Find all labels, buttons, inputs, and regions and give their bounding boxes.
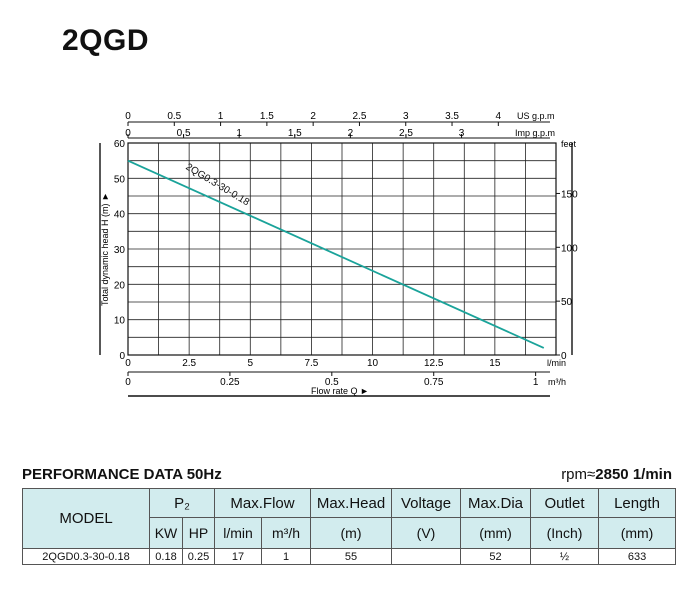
y-tick-label: 50: [114, 174, 126, 185]
header-length: Length: [598, 488, 677, 518]
y-tick-label: 20: [114, 280, 126, 291]
x-tick-label-lmin: 7.5: [304, 358, 318, 369]
header-model: MODEL: [22, 488, 150, 549]
plot-frame: [127, 142, 557, 356]
subheader-dia-unit: (mm): [460, 517, 532, 549]
series-line: [127, 159, 545, 349]
x-tick-label-m3h: 0.25: [220, 377, 240, 388]
rpm-prefix: rpm≈: [561, 466, 596, 483]
subheader-hp: HP: [181, 517, 216, 549]
subheader-m3h: m³/h: [261, 517, 312, 549]
imp-gpm-unit: Imp g.p.m: [515, 128, 555, 138]
y-tick-label: 10: [114, 316, 126, 327]
subheader-length-unit: (mm): [598, 517, 677, 549]
feet-unit-label: feet: [561, 139, 577, 149]
imp-gpm-tick-label: 1: [236, 128, 242, 139]
us-gpm-tick-label: 2.5: [352, 111, 366, 122]
y-axis-label: Total dynamic head H (m) ►: [100, 192, 110, 306]
imp-gpm-tick-label: 2: [348, 128, 354, 139]
cell-voltage: [391, 548, 462, 565]
header-voltage: Voltage: [391, 488, 462, 518]
cell-outlet: ½: [530, 548, 600, 565]
imp-gpm-tick-label: 0.5: [177, 128, 191, 139]
subheader-head-unit: (m): [310, 517, 393, 549]
cell-model: 2QGD0.3-30-0.18: [22, 548, 150, 565]
us-gpm-unit: US g.p.m: [517, 111, 555, 121]
feet-tick-label: 50: [561, 297, 573, 308]
x-tick-label-m3h: 1: [533, 377, 539, 388]
cell-lmin: 17: [214, 548, 263, 565]
x-tick-label-m3h: 0: [125, 377, 131, 388]
performance-table: MODEL P₂ Max.Flow Max.Head Voltage Max.D…: [22, 488, 677, 565]
x-axis-label: Flow rate Q ►: [311, 386, 369, 396]
cell-dia: 52: [460, 548, 532, 565]
rpm-value: 2850: [595, 466, 629, 483]
subheader-voltage-unit: (V): [391, 517, 462, 549]
us-gpm-tick-label: 4: [496, 111, 502, 122]
cell-m3h: 1: [261, 548, 312, 565]
header-p2: P₂: [148, 488, 216, 518]
x-tick-label-m3h: 0.75: [424, 377, 444, 388]
us-gpm-tick-label: 0.5: [167, 111, 181, 122]
x-tick-label-lmin: 2.5: [182, 358, 196, 369]
us-gpm-tick-label: 0: [125, 111, 131, 122]
subheader-outlet-unit: (Inch): [530, 517, 600, 549]
subheader-lmin: l/min: [214, 517, 263, 549]
x-tick-label-m3h: 0.5: [325, 377, 339, 388]
cell-kw: 0.18: [149, 548, 183, 565]
imp-gpm-tick-label: 0: [125, 128, 131, 139]
cell-hp: 0.25: [181, 548, 216, 565]
x-unit-lmin: l/min: [547, 358, 566, 368]
us-gpm-tick-label: 1.5: [260, 111, 274, 122]
feet-tick-label: 150: [561, 189, 578, 200]
table-row: 2QGD0.3-30-0.18 0.18 0.25 17 1 55 52 ½ 6…: [22, 548, 677, 565]
imp-gpm-tick-label: 3: [459, 128, 465, 139]
model-title: 2QGD: [62, 24, 150, 57]
x-tick-label-lmin: 10: [367, 358, 379, 369]
cell-length: 633: [598, 548, 677, 565]
rpm-label: rpm≈2850 1/min: [561, 466, 672, 483]
y-tick-label: 40: [114, 210, 126, 221]
us-gpm-tick-label: 3.5: [445, 111, 459, 122]
feet-tick-label: 100: [561, 243, 578, 254]
rpm-unit: 1/min: [632, 466, 672, 483]
subheader-kw: KW: [149, 517, 183, 549]
x-unit-m3h: m³/h: [548, 377, 566, 387]
header-outlet: Outlet: [530, 488, 600, 518]
imp-gpm-tick-label: 2.5: [399, 128, 413, 139]
x-tick-label-lmin: 15: [489, 358, 501, 369]
x-tick-label-lmin: 12.5: [424, 358, 444, 369]
performance-title: PERFORMANCE DATA 50Hz: [22, 466, 222, 483]
y-tick-label: 30: [114, 245, 126, 256]
y-tick-label: 0: [119, 351, 125, 362]
header-max-head: Max.Head: [310, 488, 393, 518]
x-tick-label-lmin: 5: [248, 358, 254, 369]
cell-head: 55: [310, 548, 393, 565]
header-max-dia: Max.Dia: [460, 488, 532, 518]
imp-gpm-tick-label: 1.5: [288, 128, 302, 139]
us-gpm-tick-label: 3: [403, 111, 409, 122]
us-gpm-tick-label: 1: [218, 111, 224, 122]
x-tick-label-lmin: 0: [125, 358, 131, 369]
us-gpm-tick-label: 2: [310, 111, 316, 122]
y-tick-label: 60: [114, 139, 126, 150]
feet-tick-label: 0: [561, 351, 567, 362]
header-max-flow: Max.Flow: [214, 488, 312, 518]
